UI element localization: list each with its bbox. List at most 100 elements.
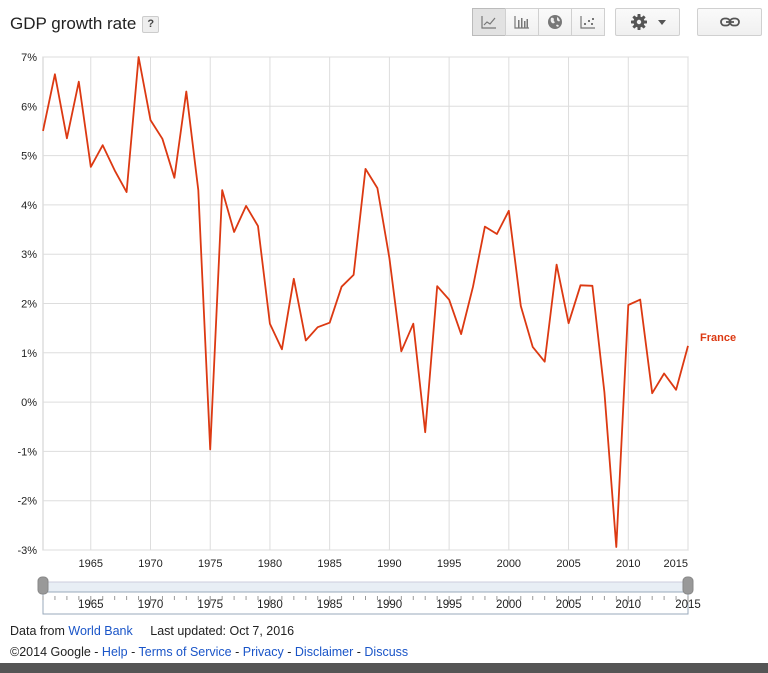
data-point[interactable] [219, 187, 225, 193]
y-tick-label: 4% [21, 200, 37, 212]
data-point[interactable] [518, 303, 524, 309]
terms-of-service-link[interactable]: Terms of Service [138, 645, 232, 659]
data-point[interactable] [136, 54, 142, 60]
link-button[interactable] [697, 8, 762, 36]
data-point[interactable] [112, 167, 118, 173]
data-point[interactable] [530, 344, 536, 350]
data-point[interactable] [363, 166, 369, 172]
data-point[interactable] [207, 446, 213, 452]
disclaimer-link[interactable]: Disclaimer [294, 645, 354, 659]
data-point[interactable] [243, 203, 249, 209]
data-point[interactable] [183, 89, 189, 95]
data-point[interactable] [434, 283, 440, 289]
data-point[interactable] [315, 324, 321, 330]
data-point[interactable] [64, 135, 70, 141]
range-slider-label: 2005 [556, 599, 582, 611]
data-point[interactable] [327, 320, 333, 326]
y-tick-label: 5% [21, 151, 37, 163]
link-separator: - [131, 645, 136, 659]
data-point[interactable] [159, 136, 165, 142]
data-point[interactable] [458, 331, 464, 337]
data-point[interactable] [494, 231, 500, 237]
data-point[interactable] [76, 79, 82, 85]
data-point[interactable] [148, 117, 154, 123]
range-slider-label: 1990 [377, 599, 403, 611]
range-slider-end-handle[interactable] [682, 576, 694, 595]
data-point[interactable] [351, 272, 357, 278]
chart-type-toolbar [472, 8, 605, 36]
data-point[interactable] [195, 187, 201, 193]
range-slider-label: 1985 [317, 599, 343, 611]
settings-button[interactable] [615, 8, 680, 36]
line-chart-icon [481, 16, 496, 29]
data-point[interactable] [267, 321, 273, 327]
data-point[interactable] [88, 164, 94, 170]
data-point[interactable] [601, 389, 607, 395]
range-slider-start-handle[interactable] [37, 576, 49, 595]
discuss-link[interactable]: Discuss [364, 645, 409, 659]
data-point[interactable] [613, 544, 619, 550]
data-point[interactable] [52, 71, 58, 77]
y-tick-label: 3% [21, 249, 37, 261]
data-point[interactable] [685, 343, 691, 349]
data-point[interactable] [446, 297, 452, 303]
data-point[interactable] [303, 338, 309, 344]
data-point[interactable] [661, 371, 667, 377]
data-point[interactable] [124, 189, 130, 195]
data-point[interactable] [625, 302, 631, 308]
window-bottom-edge [0, 663, 768, 673]
y-tick-label: 2% [21, 299, 37, 311]
help-button[interactable]: ? [142, 16, 160, 33]
data-point[interactable] [279, 346, 285, 352]
data-point[interactable] [374, 185, 380, 191]
data-point[interactable] [482, 224, 488, 230]
data-point[interactable] [422, 429, 428, 435]
data-point[interactable] [231, 229, 237, 235]
world-bank-link[interactable]: World Bank [68, 624, 133, 638]
data-point[interactable] [589, 283, 595, 289]
data-point[interactable] [566, 320, 572, 326]
chart-title: GDP growth rate [10, 14, 137, 33]
privacy-link[interactable]: Privacy [242, 645, 284, 659]
data-point[interactable] [542, 359, 548, 365]
data-point[interactable] [578, 282, 584, 288]
data-point[interactable] [649, 390, 655, 396]
data-point[interactable] [554, 262, 560, 268]
data-point[interactable] [386, 255, 392, 261]
range-slider-label: 2000 [496, 599, 522, 611]
data-point[interactable] [506, 208, 512, 214]
data-point[interactable] [470, 284, 476, 290]
data-point[interactable] [398, 348, 404, 354]
y-tick-label: -3% [17, 545, 37, 557]
data-point[interactable] [673, 387, 679, 393]
scatter-chart-icon [580, 16, 595, 29]
data-point[interactable] [410, 321, 416, 327]
data-point[interactable] [339, 284, 345, 290]
data-point[interactable] [171, 175, 177, 181]
range-slider-label: 2015 [675, 599, 701, 611]
line-chart: -3% -2% -1% 0% 1% 2% 3% 4% 5% 6% 7% 1965 1970 1975 198… [17, 52, 736, 615]
data-point[interactable] [255, 223, 261, 229]
data-point[interactable] [40, 128, 46, 134]
chevron-down-icon [657, 19, 666, 25]
y-tick-label: 7% [21, 52, 37, 64]
link-separator: - [235, 645, 240, 659]
data-point[interactable] [637, 297, 643, 303]
map-globe-icon [548, 15, 562, 29]
copyright-text: ©2014 Google - [10, 645, 99, 659]
data-point[interactable] [291, 276, 297, 282]
y-tick-label: -2% [17, 496, 37, 508]
bar-chart-button[interactable] [505, 8, 539, 36]
x-tick-label: 2000 [497, 558, 521, 570]
x-tick-label: 1965 [79, 558, 103, 570]
range-slider-label: 1975 [197, 599, 223, 611]
series-line-france [42, 56, 689, 548]
range-slider-label: 2010 [615, 599, 641, 611]
range-slider-track[interactable] [42, 581, 689, 593]
scatter-chart-button[interactable] [571, 8, 605, 36]
data-point[interactable] [100, 142, 106, 148]
page-title: GDP growth rate? [10, 14, 160, 34]
link-icon [719, 17, 740, 27]
help-link[interactable]: Help [101, 645, 128, 659]
x-tick-label: 1975 [198, 558, 222, 570]
